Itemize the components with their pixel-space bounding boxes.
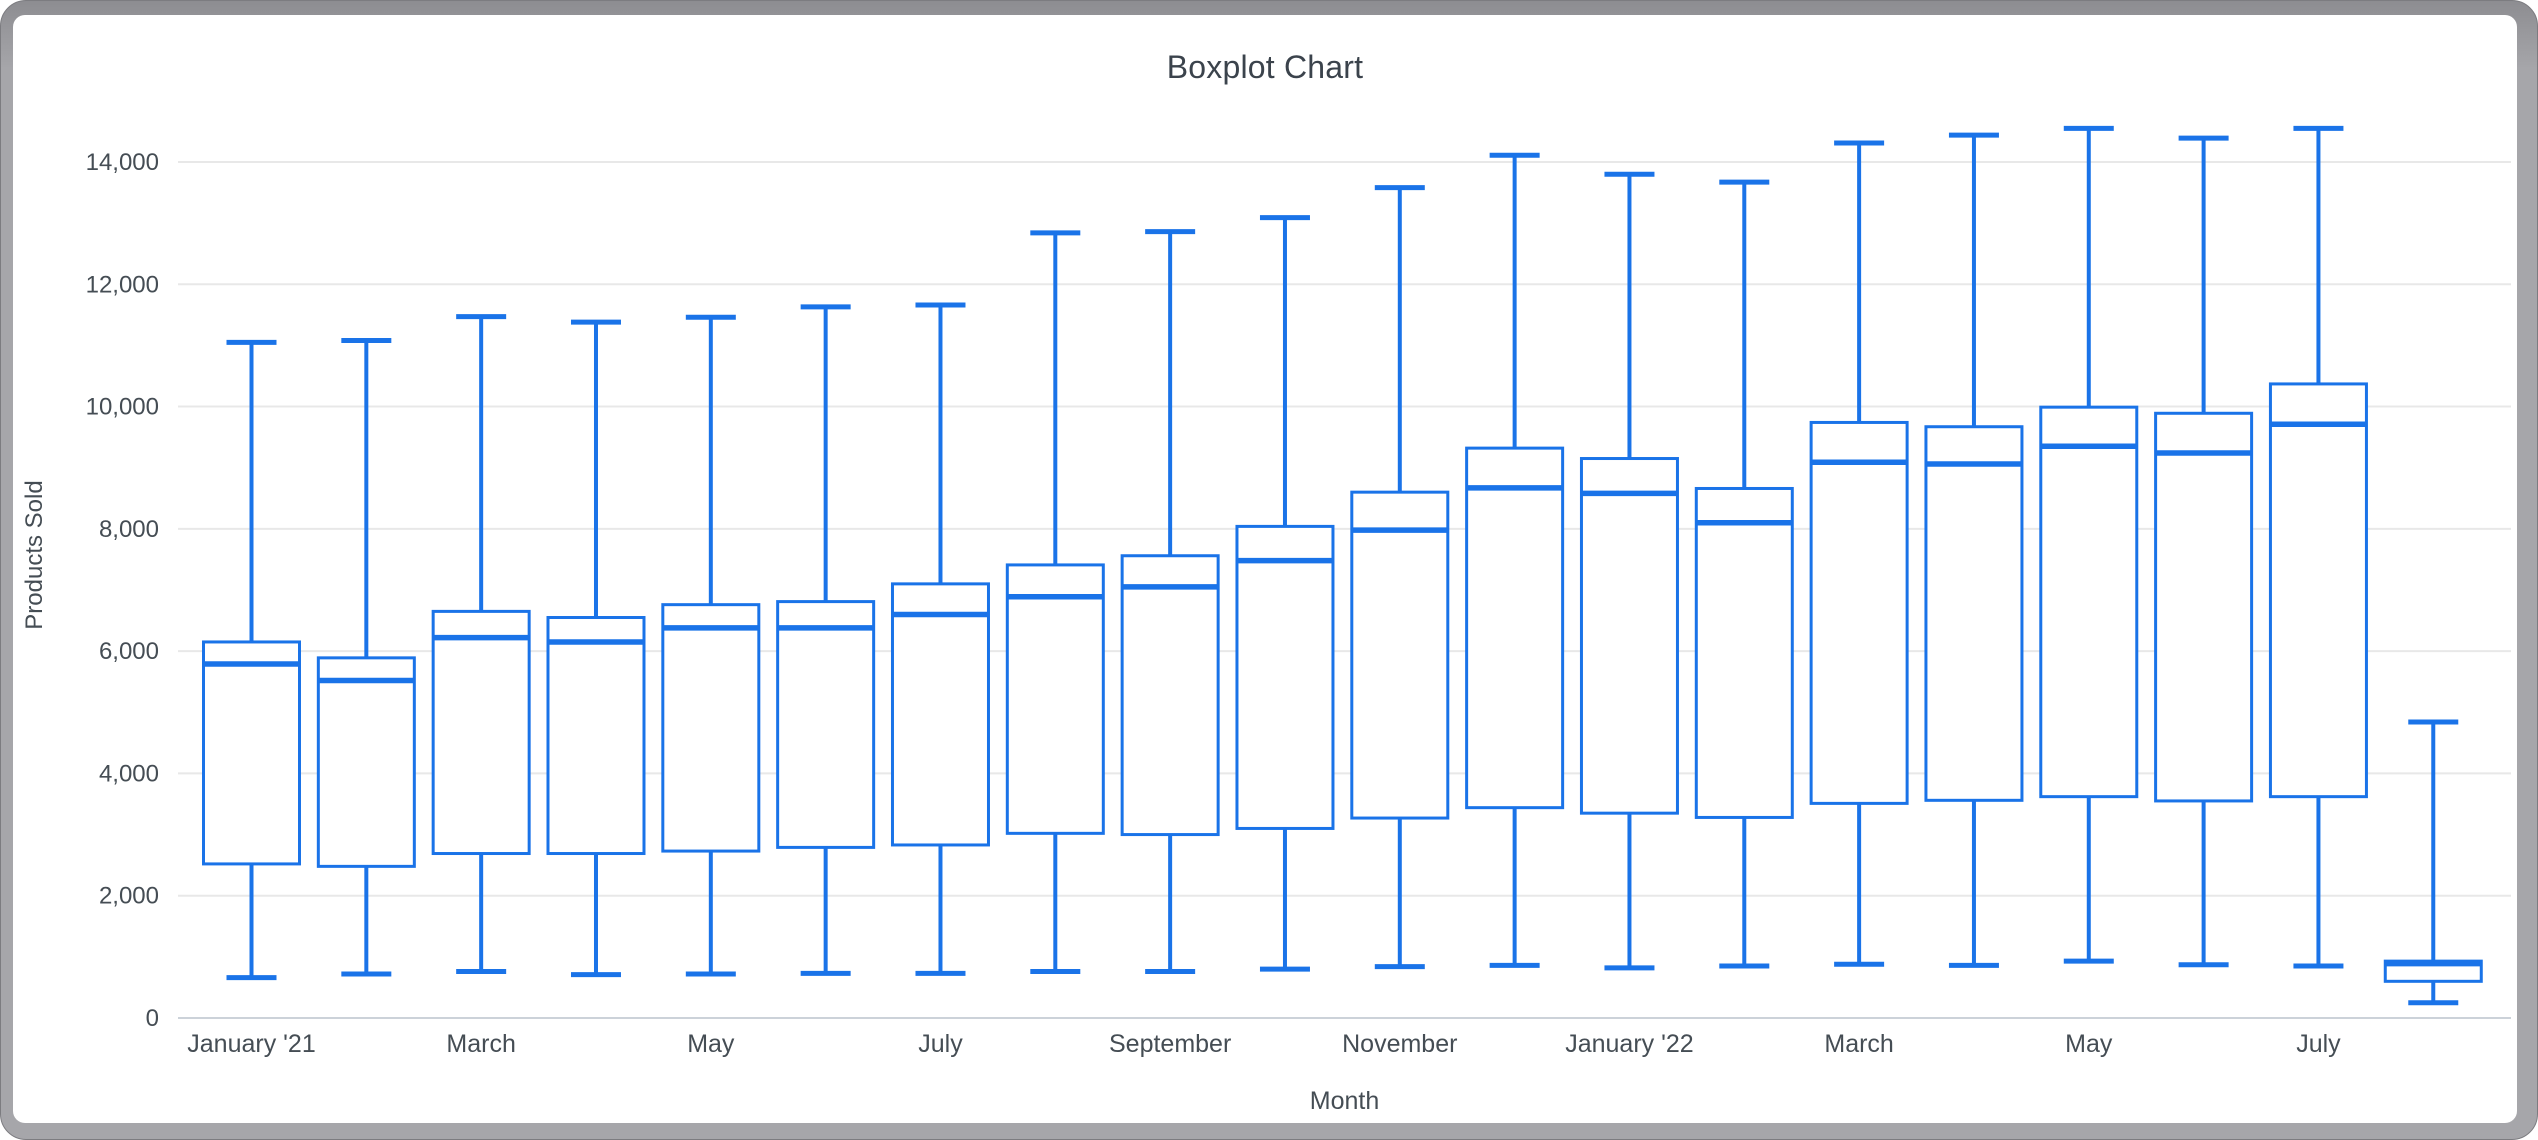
iqr-box bbox=[1350, 490, 1450, 820]
boxplot-glyph-15[interactable] bbox=[1924, 132, 2024, 968]
x-axis-title: Month bbox=[1309, 1087, 1380, 1115]
y-tick-label: 8,000 bbox=[99, 516, 159, 543]
x-tick-label: November bbox=[1342, 1030, 1457, 1058]
boxplot-glyph-4[interactable] bbox=[661, 314, 761, 977]
iqr-box bbox=[316, 656, 416, 868]
y-tick-label: 14,000 bbox=[86, 149, 159, 176]
x-tick-label: May bbox=[687, 1030, 735, 1058]
boxplot-glyph-18[interactable] bbox=[2268, 125, 2368, 969]
iqr-box bbox=[1465, 446, 1565, 810]
boxplot-glyph-8[interactable] bbox=[1120, 229, 1220, 975]
boxplot-glyph-16[interactable] bbox=[2039, 125, 2139, 964]
iqr-box bbox=[1579, 457, 1679, 815]
boxplot-glyph-10[interactable] bbox=[1350, 185, 1450, 970]
y-tick-label: 4,000 bbox=[99, 760, 159, 787]
iqr-box bbox=[2268, 382, 2368, 799]
chart-title: Boxplot Chart bbox=[1166, 49, 1364, 85]
boxplot-glyph-13[interactable] bbox=[1694, 179, 1794, 969]
y-tick-label: 6,000 bbox=[99, 638, 159, 665]
boxplot-glyph-19[interactable] bbox=[2383, 719, 2483, 1006]
iqr-box bbox=[1120, 554, 1220, 837]
iqr-box bbox=[546, 616, 646, 856]
x-tick-label: March bbox=[1824, 1030, 1893, 1058]
boxplot-glyph-11[interactable] bbox=[1465, 152, 1565, 968]
boxplot-glyph-12[interactable] bbox=[1579, 171, 1679, 971]
iqr-box bbox=[1005, 563, 1105, 835]
iqr-box bbox=[776, 600, 876, 849]
x-tick-label: January '21 bbox=[187, 1030, 315, 1058]
iqr-box bbox=[890, 582, 990, 847]
x-tick-label: March bbox=[446, 1030, 515, 1058]
boxplot-glyph-2[interactable] bbox=[431, 314, 531, 975]
x-tick-label: July bbox=[918, 1030, 963, 1058]
x-tick-label: May bbox=[2065, 1030, 2113, 1058]
boxplot-glyph-7[interactable] bbox=[1005, 230, 1105, 975]
y-tick-label: 12,000 bbox=[86, 271, 159, 298]
y-tick-label: 2,000 bbox=[99, 883, 159, 910]
boxplot-glyph-0[interactable] bbox=[202, 339, 301, 981]
iqr-box bbox=[202, 640, 301, 866]
y-tick-label: 0 bbox=[146, 1005, 159, 1032]
x-tick-label: July bbox=[2296, 1030, 2341, 1058]
iqr-box bbox=[1235, 524, 1335, 830]
iqr-box bbox=[1809, 420, 1909, 805]
boxplot-glyph-6[interactable] bbox=[890, 302, 990, 976]
boxplot-glyph-14[interactable] bbox=[1809, 140, 1909, 967]
x-tick-label: January '22 bbox=[1565, 1030, 1693, 1058]
iqr-box bbox=[1694, 486, 1794, 819]
boxplot-glyph-3[interactable] bbox=[546, 319, 646, 978]
iqr-box bbox=[2039, 405, 2139, 799]
iqr-box bbox=[1924, 425, 2024, 802]
y-tick-label: 10,000 bbox=[86, 394, 159, 421]
boxplot-glyph-5[interactable] bbox=[776, 304, 876, 976]
x-tick-label: September bbox=[1109, 1030, 1231, 1058]
boxplot-glyph-9[interactable] bbox=[1235, 215, 1335, 972]
boxplot-glyph-1[interactable] bbox=[316, 338, 416, 977]
iqr-box bbox=[2154, 411, 2254, 803]
boxplot-glyph-17[interactable] bbox=[2154, 135, 2254, 968]
iqr-box bbox=[431, 609, 531, 856]
iqr-box bbox=[661, 603, 761, 853]
